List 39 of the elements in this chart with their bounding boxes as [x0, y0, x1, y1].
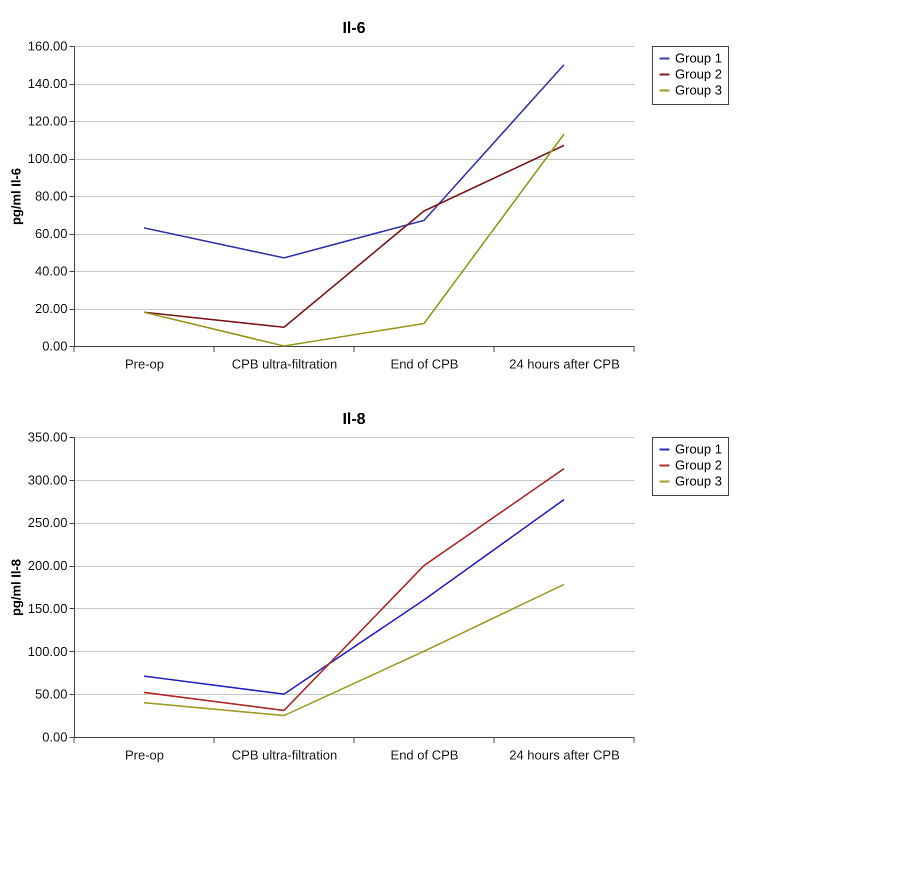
y-tick-label: 140.00 [28, 76, 68, 91]
y-tick-label: 200.00 [28, 558, 68, 574]
x-tick-label: End of CPB [390, 356, 458, 372]
y-tick-label: 350.00 [28, 430, 68, 444]
y-tick-label: 20.00 [34, 301, 68, 316]
x-tick-label: Pre-op [124, 356, 164, 372]
legend-label: Group 3 [675, 82, 722, 98]
chart-title: Il-6 [342, 20, 366, 37]
y-tick-label: 120.00 [28, 114, 68, 128]
y-axis-title: pg/ml Il-6 [8, 168, 24, 226]
y-tick-label: 50.00 [34, 686, 68, 702]
y-tick-label: 100.00 [28, 151, 68, 166]
y-tick-label: 300.00 [28, 472, 68, 488]
line-series [143, 64, 565, 259]
y-tick-label: 40.00 [34, 264, 68, 278]
legend-label: Group 2 [675, 66, 722, 82]
line-series [143, 498, 565, 695]
line-series [143, 584, 565, 716]
legend-label: Group 3 [675, 474, 722, 488]
chart-title: Il-8 [342, 411, 366, 428]
line-series [143, 468, 565, 712]
y-tick-label: 100.00 [28, 644, 68, 659]
x-tick-label: End of CPB [390, 748, 458, 762]
legend-label: Group 1 [675, 442, 722, 456]
y-tick-label: 250.00 [28, 515, 68, 530]
y-tick-label: 160.00 [28, 38, 68, 54]
x-tick-label: 24 hours after CPB [509, 748, 620, 762]
x-tick-label: 24 hours after CPB [509, 356, 620, 372]
legend-label: Group 2 [675, 458, 722, 472]
y-axis-title: pg/ml Il-8 [8, 558, 24, 616]
x-tick-label: CPB ultra-filtration [232, 748, 338, 762]
y-tick-label: 80.00 [34, 188, 68, 204]
y-tick-label: 0.00 [42, 730, 68, 744]
y-tick-label: 0.00 [42, 338, 68, 354]
x-tick-label: Pre-op [124, 748, 164, 762]
y-tick-label: 150.00 [28, 600, 68, 616]
legend-label: Group 1 [675, 50, 722, 66]
y-tick-label: 60.00 [34, 226, 68, 241]
x-tick-label: CPB ultra-filtration [232, 356, 338, 372]
